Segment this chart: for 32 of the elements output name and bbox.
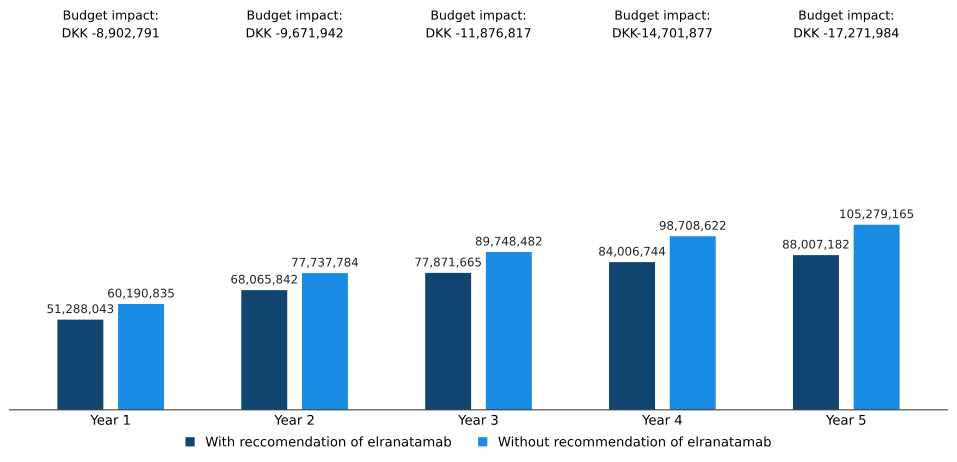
- bar: [57, 320, 104, 410]
- x-tick-label: Year 5: [826, 415, 866, 425]
- bar: [302, 273, 348, 410]
- bar: [670, 236, 716, 410]
- bar: [241, 290, 288, 410]
- data-label: 84,006,744: [599, 246, 666, 257]
- bar: [486, 252, 532, 410]
- data-label: 89,748,482: [476, 236, 542, 247]
- x-tick-label: Year 1: [90, 415, 130, 425]
- data-label: 68,065,842: [231, 274, 297, 285]
- text: Budget impact: DKK -9,671,942: [246, 10, 342, 39]
- data-label: 77,871,665: [415, 258, 481, 268]
- x-tick-label: Year 3: [458, 414, 498, 425]
- data-label: 60,190,835: [108, 288, 174, 299]
- legend-label: Without recommendation of elranatamab: [498, 436, 771, 447]
- text: Budget impact: DKK-14,701,877: [613, 10, 712, 39]
- data-label: 105,279,165: [840, 209, 914, 220]
- bar: [118, 304, 164, 410]
- data-label: 98,708,622: [660, 220, 726, 232]
- bar: [854, 224, 900, 410]
- bar: [425, 272, 472, 410]
- bar: [609, 262, 656, 410]
- text: Budget impact: DKK -8,902,791: [62, 10, 159, 39]
- x-tick-label: Year 2: [274, 414, 314, 425]
- bar: [792, 255, 839, 410]
- text: Budget impact: DKK -17,271,984: [794, 10, 899, 39]
- data-label: 88,007,182: [782, 240, 849, 250]
- data-label: 77,737,784: [292, 258, 358, 268]
- legend-label: With reccomendation of elranatamab: [206, 436, 451, 447]
- text: Budget impact: DKK -11,876,817: [426, 10, 530, 39]
- data-label: 51,288,043: [47, 304, 114, 314]
- x-tick-label: Year 4: [642, 415, 682, 425]
